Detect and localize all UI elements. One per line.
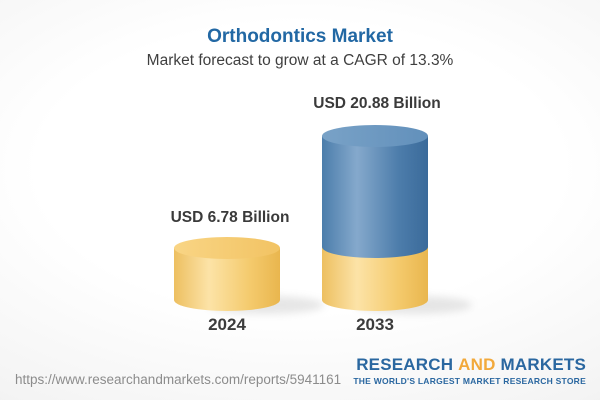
page-subtitle: Market forecast to grow at a CAGR of 13.… <box>146 52 454 69</box>
report-url: https://www.researchandmarkets.com/repor… <box>15 372 342 387</box>
bar-2033-base-bottom <box>322 289 428 311</box>
category-label-2024: 2024 <box>208 315 246 334</box>
value-label-2024: USD 6.78 Billion <box>170 209 290 226</box>
bar-2033-top <box>322 125 428 147</box>
value-label-2033: USD 20.88 Billion <box>313 95 441 112</box>
bar-2024-cylinder <box>174 237 280 311</box>
logo-word-markets: MARKETS <box>500 355 586 374</box>
bar-2033-cylinder <box>322 125 428 311</box>
logo-wordmark: RESEARCH AND MARKETS <box>356 355 586 375</box>
bar-2033-growth-body <box>322 136 428 247</box>
bar-2024-bottom <box>174 289 280 311</box>
bar-2033-growth-bottom <box>322 236 428 258</box>
bar-2024-top <box>174 237 280 259</box>
logo-word-research: RESEARCH <box>356 355 454 374</box>
logo-tagline: THE WORLD'S LARGEST MARKET RESEARCH STOR… <box>353 375 586 386</box>
research-and-markets-logo: RESEARCH AND MARKETS THE WORLD'S LARGEST… <box>353 355 586 386</box>
category-label-2033: 2033 <box>356 315 394 334</box>
page-title: Orthodontics Market <box>207 26 393 47</box>
logo-word-and: AND <box>458 355 496 374</box>
